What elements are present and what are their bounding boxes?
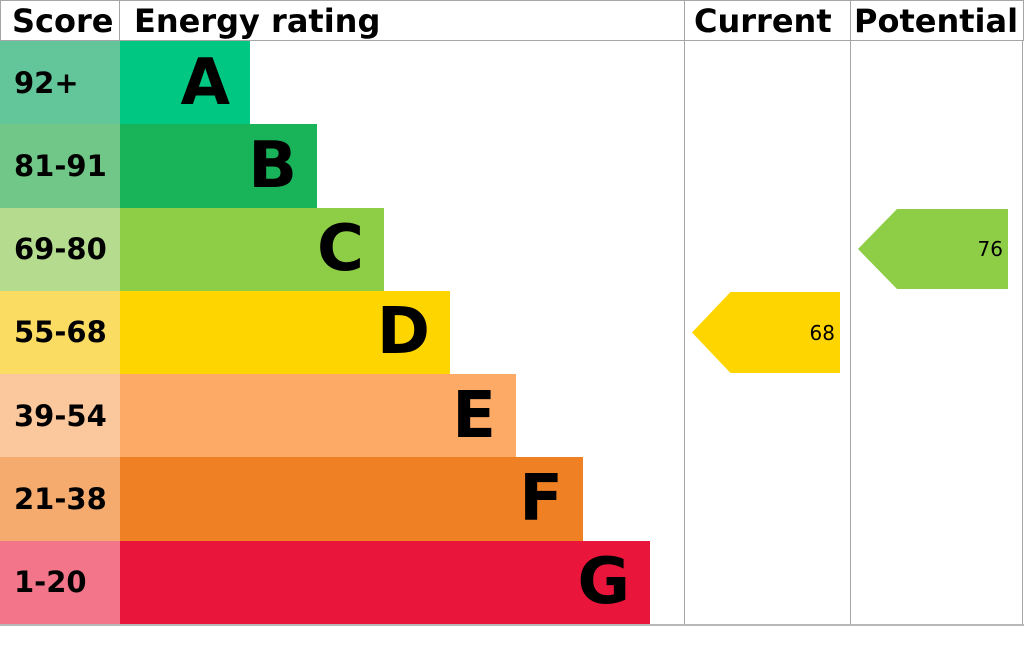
band-bar-e: E xyxy=(120,374,516,458)
score-range-a: 92+ xyxy=(0,41,120,125)
header-energy-rating: Energy rating xyxy=(134,1,381,40)
band-bar-g: G xyxy=(120,540,650,624)
band-row-b: 81-91 B xyxy=(0,124,650,208)
potential-rating-arrow: 76 xyxy=(858,209,1008,289)
header-potential: Potential xyxy=(850,1,1024,40)
band-row-e: 39-54 E xyxy=(0,374,650,458)
score-range-e: 39-54 xyxy=(0,374,120,458)
score-range-g: 1-20 xyxy=(0,540,120,624)
band-row-a: 92+ A xyxy=(0,41,650,125)
band-bar-b: B xyxy=(120,124,317,208)
band-row-g: 1-20 G xyxy=(0,540,650,624)
score-range-c: 69-80 xyxy=(0,207,120,291)
band-row-c: 69-80 C xyxy=(0,207,650,291)
divider-current-column xyxy=(684,41,685,624)
band-rows: 92+ A 81-91 B 69-80 C 55-68 D 39-54 E 21… xyxy=(0,41,650,624)
score-range-d: 55-68 xyxy=(0,290,120,375)
band-row-d: 55-68 D xyxy=(0,290,650,375)
band-bar-d: D xyxy=(120,290,450,375)
current-rating-arrow: 68 xyxy=(692,292,840,373)
score-range-f: 21-38 xyxy=(0,457,120,541)
potential-rating-value: 76 xyxy=(977,237,1003,261)
band-bar-f: F xyxy=(120,457,583,541)
table-bottom-rule xyxy=(0,624,1024,626)
score-range-b: 81-91 xyxy=(0,124,120,208)
current-rating-value: 68 xyxy=(809,320,835,345)
divider-potential-column xyxy=(850,41,851,624)
band-bar-a: A xyxy=(120,41,250,125)
divider-right-edge xyxy=(1022,41,1023,624)
band-bar-c: C xyxy=(120,207,384,291)
header-score: Score xyxy=(0,1,120,40)
table-header: Score Energy rating Current Potential xyxy=(0,0,1024,41)
band-row-f: 21-38 F xyxy=(0,457,650,541)
header-current: Current xyxy=(684,1,850,40)
